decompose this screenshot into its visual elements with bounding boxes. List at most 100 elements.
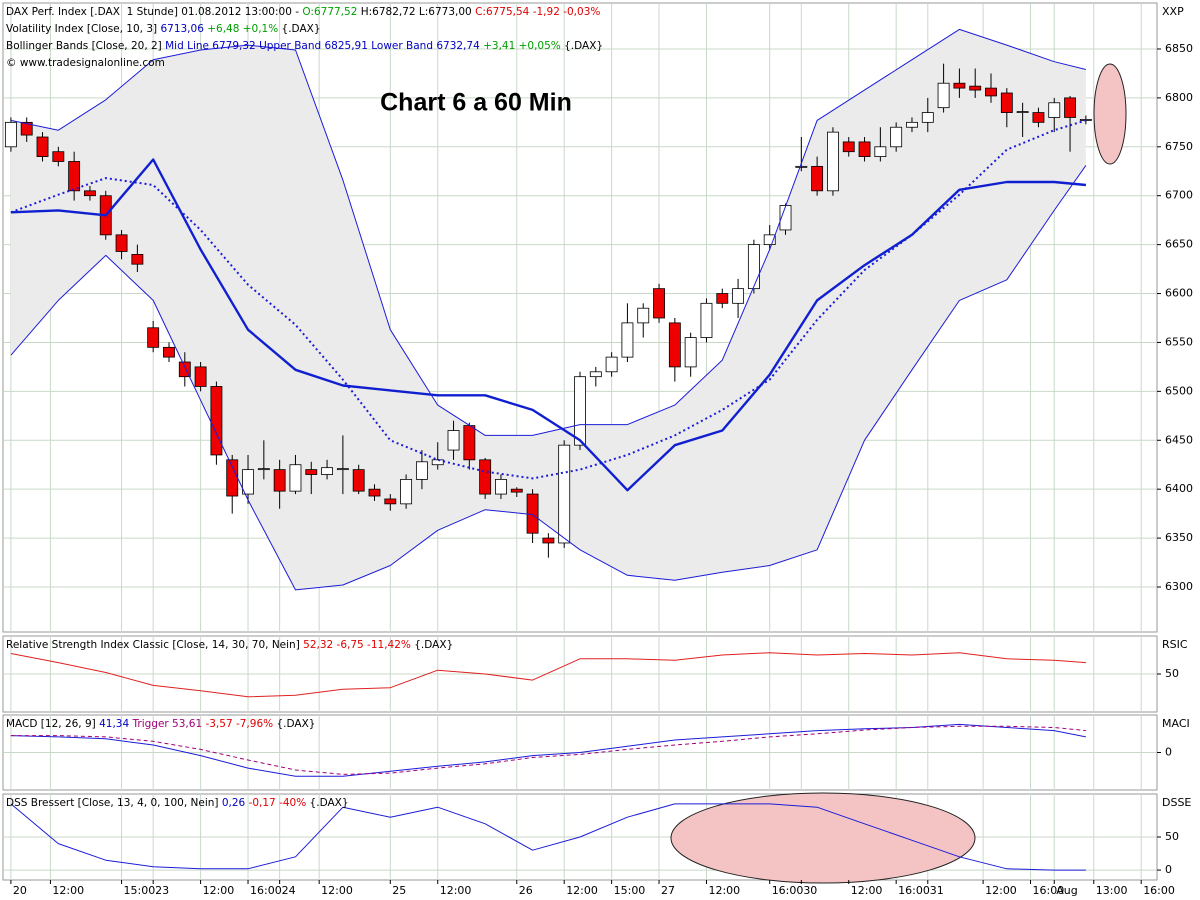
candle-body	[384, 498, 397, 505]
candle-body	[4, 121, 17, 148]
candle-body	[1079, 119, 1092, 121]
legend-text: O:6777,52	[302, 6, 358, 18]
legend-text: {.DAX}	[560, 40, 604, 52]
candle-body	[526, 493, 539, 534]
y-tick-label: 6850	[1165, 42, 1193, 55]
indicator-line	[10, 28, 1087, 436]
indicator-line	[10, 725, 1086, 775]
candle-body	[637, 307, 650, 324]
x-tick-label: 16:00	[1033, 884, 1065, 897]
candle-body	[716, 293, 729, 304]
candle-body	[542, 537, 555, 544]
chart-title: Chart 6 a 60 Min	[380, 89, 572, 117]
y-tick-label: 6650	[1165, 238, 1193, 251]
legend-row: Relative Strength Index Classic [Close, …	[6, 637, 453, 654]
legend: MACD [12, 26, 9] 41,34 Trigger 53,61 -3,…	[6, 716, 315, 733]
annotations	[670, 63, 1127, 884]
x-tick-label: 12:00	[440, 884, 472, 897]
legend-text: © www.tradesignalonline.com	[6, 57, 165, 69]
legend: Relative Strength Index Classic [Close, …	[6, 637, 453, 654]
x-tick-label: 13:00	[1096, 884, 1128, 897]
candle-body	[273, 469, 286, 492]
legend-text: 52,32 -6,75 -11,42%	[303, 639, 411, 651]
x-tick-label: 16:00	[250, 884, 282, 897]
indicator-line	[10, 652, 1086, 698]
candle-body	[1064, 97, 1076, 118]
candle-body	[131, 254, 144, 265]
highlight-ellipse	[670, 792, 976, 884]
x-tick-label: 16:00	[772, 884, 804, 897]
legend-row: DSS Bressert [Close, 13, 4, 0, 100, Nein…	[6, 795, 349, 812]
x-tick-label: 27	[661, 884, 675, 897]
candle-body	[874, 146, 887, 157]
legend-row: DAX Perf. Index [.DAX 1 Stunde] 01.08.20…	[6, 4, 603, 21]
x-tick-label: 12:00	[708, 884, 740, 897]
candle-body	[400, 478, 413, 505]
x-tick-label: 12:00	[321, 884, 353, 897]
y-tick-label: 6500	[1165, 384, 1193, 397]
y-tick-label: 6600	[1165, 287, 1193, 300]
candle-body	[700, 302, 713, 338]
x-tick-label: 16:00	[898, 884, 930, 897]
candle-body	[985, 87, 997, 97]
legend-text: DSS Bressert [Close, 13, 4, 0, 100, Nein…	[6, 797, 222, 809]
candle-body	[52, 151, 65, 162]
x-tick-label: 20	[13, 884, 27, 897]
legend-text: Mid Line 6779,32 Upper Band 6825,91 Lowe…	[165, 40, 480, 52]
legend-text: MACD [12, 26, 9]	[6, 718, 100, 730]
candle-body	[20, 121, 33, 136]
x-tick-label: 23	[155, 884, 169, 897]
legend-text: Trigger 53,61	[129, 718, 203, 730]
candle-body	[1016, 111, 1029, 113]
x-tick-label: 25	[392, 884, 406, 897]
legend-text: {.DAX}	[306, 797, 349, 809]
candle-body	[826, 131, 839, 192]
candle-body	[1048, 102, 1061, 118]
legend-text: -3,57 -7,96%	[202, 718, 274, 730]
legend-row: Bollinger Bands [Close, 20, 2] Mid Line …	[6, 38, 603, 55]
candle-body	[257, 468, 270, 471]
candle-body	[684, 337, 697, 368]
candle-body	[336, 468, 349, 471]
legend-text: Relative Strength Index Classic [Close, …	[6, 639, 304, 651]
candle-body	[178, 361, 191, 378]
y-tick-label: 50	[1165, 667, 1179, 680]
legend-text: 41,34	[99, 718, 130, 730]
y-tick-label: 0	[1165, 863, 1172, 876]
axis-label: DSSE	[1162, 796, 1191, 809]
candle-body	[368, 488, 381, 497]
candle-body	[447, 430, 460, 451]
axis-label: MACI	[1162, 717, 1190, 730]
x-tick-label: 12:00	[52, 884, 84, 897]
legend-text: {.DAX}	[278, 23, 321, 35]
candle-body	[147, 327, 160, 348]
x-tick-label: 15:00	[124, 884, 156, 897]
candle-body	[415, 461, 428, 480]
legend-text: Volatility Index [Close, 10, 3]	[6, 23, 161, 35]
candle-body	[289, 464, 302, 492]
x-tick-label: 12:00	[985, 884, 1017, 897]
candle-body	[811, 165, 824, 192]
legend-text: -0,17 -40%	[245, 797, 307, 809]
y-tick-label: 6300	[1165, 580, 1193, 593]
y-tick-label: 0	[1165, 746, 1172, 759]
indicator-line	[10, 723, 1086, 777]
candle-body	[621, 322, 634, 358]
x-tick-label: 31	[930, 884, 944, 897]
y-tick-label: 6700	[1165, 189, 1193, 202]
legend: DSS Bressert [Close, 13, 4, 0, 100, Nein…	[6, 795, 349, 812]
candle-body	[937, 82, 950, 109]
y-tick-label: 6750	[1165, 140, 1193, 153]
candle-body	[68, 161, 81, 192]
legend-row: © www.tradesignalonline.com	[6, 55, 603, 72]
legend-text: H:6782,72 L:6773,00	[357, 6, 476, 18]
legend-text: DAX Perf. Index [.DAX 1 Stunde] 01.08.20…	[6, 6, 303, 18]
candle-body	[953, 82, 966, 89]
y-tick-label: 6550	[1165, 335, 1193, 348]
indicator-line	[10, 165, 1087, 591]
candle-body	[431, 459, 444, 466]
x-tick-label: 24	[282, 884, 296, 897]
candle-body	[1032, 112, 1045, 123]
legend-row: Volatility Index [Close, 10, 3] 6713,06 …	[6, 21, 603, 38]
